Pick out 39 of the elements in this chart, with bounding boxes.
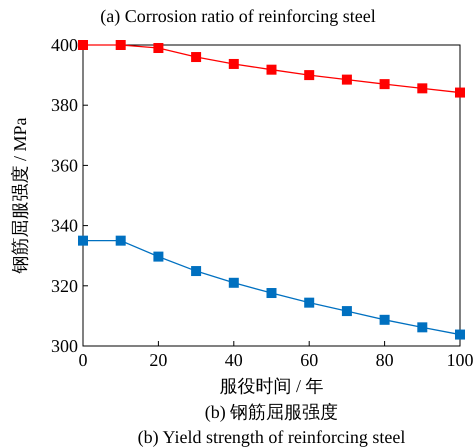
point [417,83,428,94]
point [380,314,390,325]
y-tick-label: 380 [51,95,78,116]
y-tick-label: 360 [51,155,78,176]
x-tick-label: 0 [78,350,88,370]
point [153,252,164,262]
point [266,288,276,298]
point [304,298,314,308]
point [455,330,465,340]
text: (a) Corrosion ratio of reinforcing steel [100,6,376,26]
x-tick-label: 80 [376,350,394,370]
x-tick-label: 20 [149,350,168,370]
point [342,74,352,85]
x-tick-label: 40 [224,350,243,370]
point [191,266,202,276]
y-tick-label: 300 [51,336,78,356]
y-tick-label: 400 [51,35,78,55]
y-tick-label: 340 [51,216,78,236]
point [455,88,465,98]
point [380,79,390,90]
text: (b) 钢筋屈服强度 [204,402,338,422]
x-tick-label: 60 [300,350,318,370]
point [266,64,276,75]
point [153,43,164,54]
point [342,306,352,316]
point [78,236,88,246]
text: (b) Yield strength of reinforcing steel [138,427,406,447]
point [116,40,126,50]
x-axis-title: 服役时间 / 年 [219,376,324,396]
y-axis-title: 钢筋屈服强度 / MPa [10,117,30,275]
point [78,40,88,50]
point [304,70,314,80]
point [191,52,202,62]
y-tick-label: 320 [51,276,78,296]
point [228,278,239,288]
point [417,322,428,332]
x-tick-label: 100 [446,350,474,370]
point [228,58,239,69]
point [116,236,126,246]
